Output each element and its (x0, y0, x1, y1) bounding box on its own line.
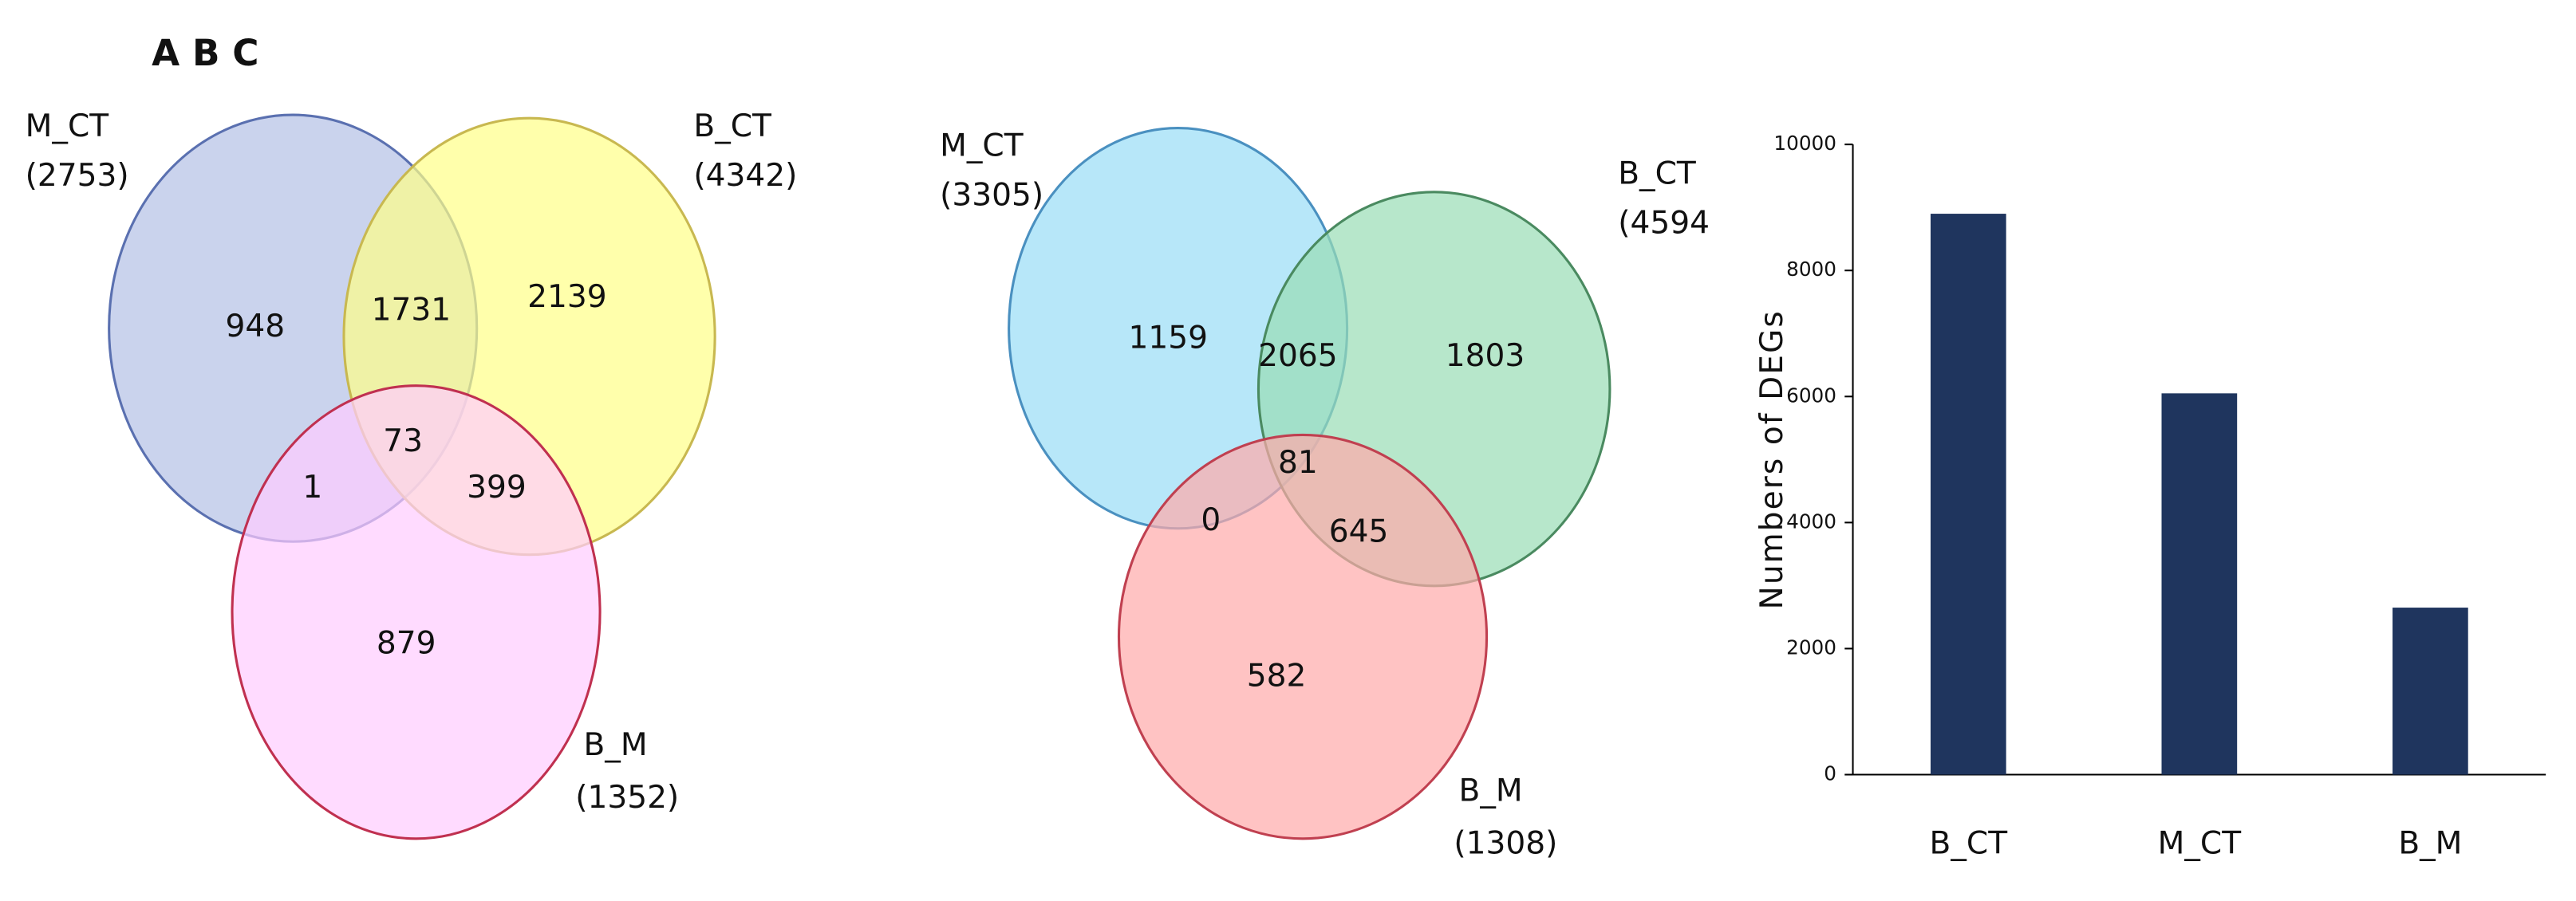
set-size: (1308) (1454, 826, 1557, 862)
set-size: (4594 (1618, 205, 1710, 241)
set-name: B_CT (1618, 156, 1696, 192)
y-tick-label: 10000 (1773, 132, 1836, 155)
region-count: 2139 (527, 279, 607, 315)
set-size: (2753) (26, 158, 129, 194)
region-count: 0 (1201, 502, 1221, 538)
set-name: B_M (1459, 773, 1523, 809)
region-count: 645 (1329, 513, 1389, 549)
x-tick-label: M_CT (2158, 826, 2242, 862)
region-count: 1159 (1128, 321, 1207, 356)
y-tick-label: 2000 (1786, 635, 1836, 659)
region-count: 1731 (372, 293, 451, 329)
set-size: (4342) (693, 158, 797, 194)
y-axis-label: Numbers of DEGs (1754, 309, 1790, 609)
bar (2161, 393, 2238, 775)
set-name: B_M (583, 727, 647, 763)
region-count: 582 (1247, 659, 1307, 694)
set-name: M_CT (26, 108, 109, 144)
y-tick-label: 6000 (1786, 384, 1836, 407)
region-count: 2065 (1258, 338, 1337, 374)
region-count: 81 (1278, 445, 1318, 481)
set-size: (1352) (575, 780, 679, 816)
bar (1930, 214, 2006, 775)
y-tick-label: 8000 (1786, 258, 1836, 281)
y-tick-label: 0 (1824, 762, 1836, 785)
venn-set (231, 384, 602, 840)
set-name: M_CT (940, 128, 1024, 164)
region-count: 879 (377, 625, 436, 661)
bar (2393, 608, 2468, 775)
y-tick-label: 4000 (1786, 510, 1836, 533)
panel-labels: A B C (152, 32, 258, 74)
x-tick-label: B_M (2398, 826, 2462, 862)
region-count: 399 (467, 470, 527, 506)
region-count: 1803 (1446, 338, 1525, 374)
set-name: B_CT (693, 108, 771, 144)
set-size: (3305) (940, 177, 1043, 213)
region-count: 1 (302, 470, 322, 506)
x-tick-label: B_CT (1930, 826, 2008, 862)
region-count: 948 (226, 309, 286, 344)
region-count: 73 (383, 423, 423, 459)
venn-set (1117, 433, 1489, 840)
